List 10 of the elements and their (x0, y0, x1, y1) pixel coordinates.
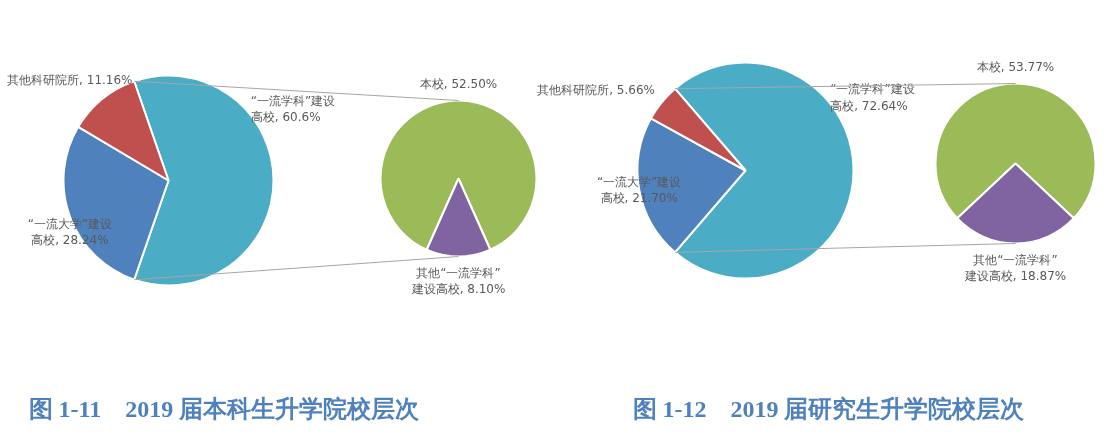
slice-label: 本校, 52.50% (419, 77, 498, 92)
slice-label: “一流学科”建设高校, 72.64% (830, 82, 915, 113)
slice-label: 本校, 53.77% (976, 59, 1055, 74)
text: 图 1-12 2019 届研究生升学院校层次 (632, 395, 1026, 422)
text: 图 1-11 2019 届本科生升学院校层次 (28, 395, 421, 422)
slice-label: 其他科研院所, 11.16% (7, 72, 133, 87)
slice-label: 其他“一流学科”建设高校, 18.87% (963, 253, 1067, 284)
slice-label: 其他“一流学科”建设高校, 8.10% (410, 265, 506, 296)
slice-label: “一流学科”建设高校, 60.6% (250, 94, 336, 125)
slice-label: 其他科研院所, 5.66% (537, 83, 655, 97)
